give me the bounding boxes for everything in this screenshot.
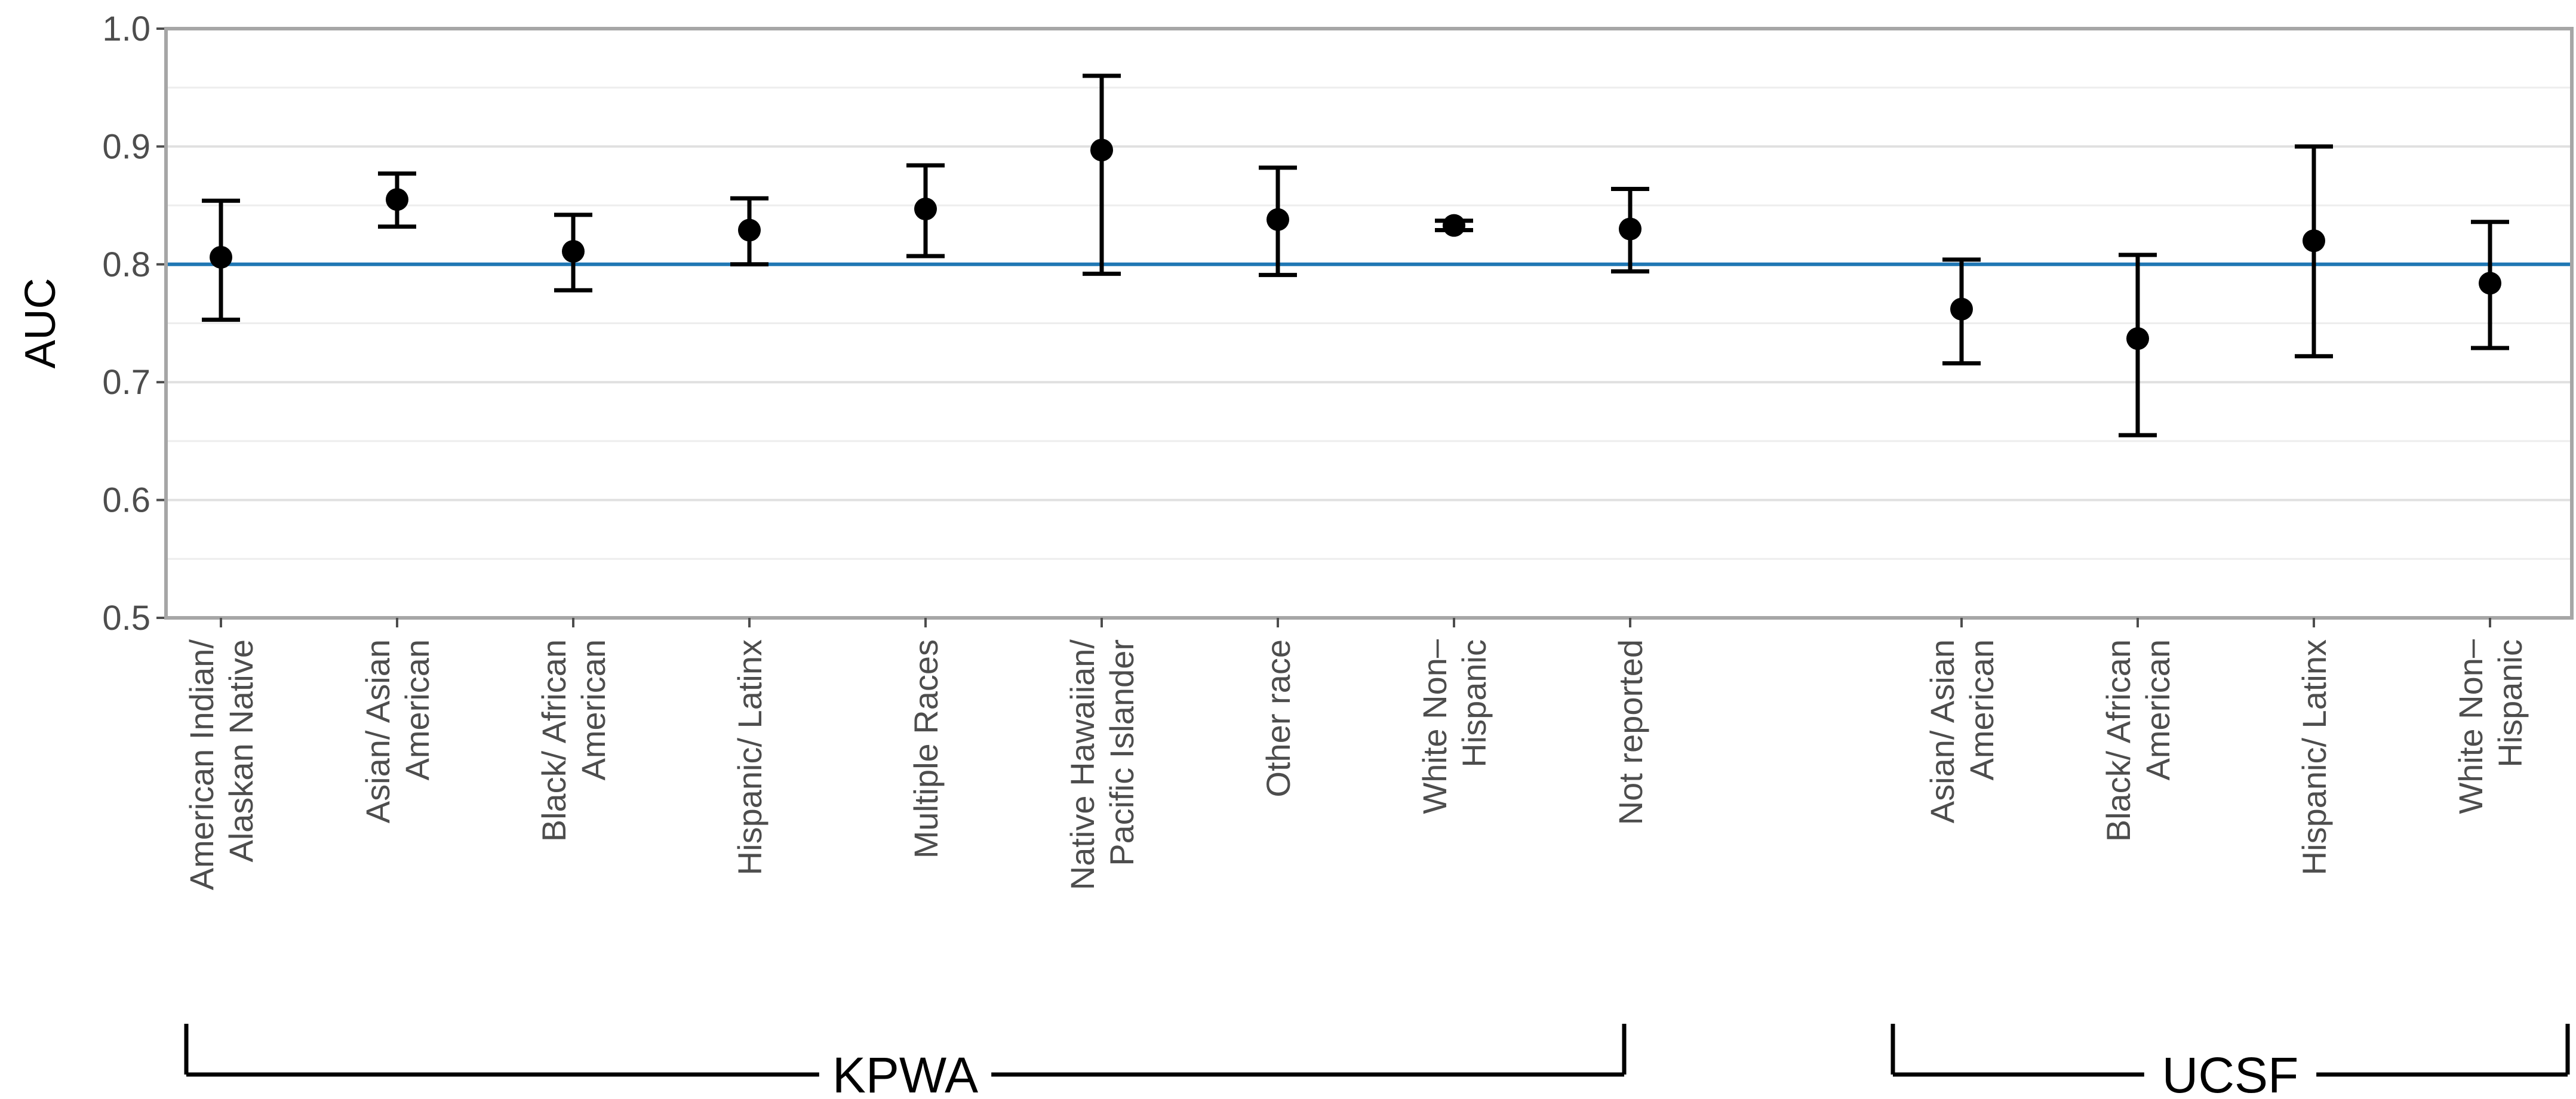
point-estimate xyxy=(562,240,585,263)
x-tick-label-line: Hispanic xyxy=(2491,639,2529,768)
x-tick-label-line: American xyxy=(2139,639,2177,781)
point-estimate xyxy=(1443,214,1465,237)
grid xyxy=(166,27,2572,619)
x-tick-label-line: Hispanic/ Latinx xyxy=(2295,639,2333,875)
x-tick-label-line: Hispanic xyxy=(1455,639,1493,768)
x-tick-label: Asian/ AsianAmerican xyxy=(359,639,436,823)
errorbar-group xyxy=(906,163,945,258)
errorbar-group xyxy=(2295,144,2333,359)
x-tick-label-line: American xyxy=(1963,639,2000,781)
errorbar-group xyxy=(202,198,240,322)
x-tick-label: Hispanic/ Latinx xyxy=(731,639,769,875)
x-tick-label-line: Other race xyxy=(1259,639,1297,798)
x-tick-label: Hispanic/ Latinx xyxy=(2295,639,2333,875)
point-estimate xyxy=(210,245,232,269)
x-tick-label-line: Asian/ Asian xyxy=(1923,639,1961,823)
y-tick-label: 0.5 xyxy=(102,599,150,638)
y-tick-label: 0.8 xyxy=(102,245,150,284)
y-tick-label: 0.9 xyxy=(102,127,150,166)
x-tick-label-line: White Non– xyxy=(2452,639,2489,814)
x-tick-label: White Non–Hispanic xyxy=(1416,639,1493,814)
x-tick-label-line: Hispanic/ Latinx xyxy=(731,639,769,875)
group-label: UCSF xyxy=(2162,1047,2299,1099)
x-tick-label-line: American xyxy=(574,639,612,781)
group-bracket: KPWA xyxy=(184,1024,1627,1099)
x-tick-label: Black/ AfricanAmerican xyxy=(2099,639,2177,842)
errorbar-group xyxy=(2119,253,2157,438)
errorbar-group xyxy=(1259,165,1297,278)
x-tick-label-line: Asian/ Asian xyxy=(359,639,396,823)
y-tick-labels: 0.5 0.6 0.7 0.8 0.9 1.0 xyxy=(102,10,166,638)
errorbar-group xyxy=(1083,73,1121,276)
x-tick-label-line: Not reported xyxy=(1612,639,1649,825)
point-estimate xyxy=(2303,229,2325,253)
group-bracket: UCSF xyxy=(1890,1024,2570,1099)
point-estimate xyxy=(914,198,937,221)
x-tick-label-line: Pacific Islander xyxy=(1103,639,1141,866)
point-estimate xyxy=(1090,138,1113,162)
errorbar-group xyxy=(1611,186,1649,274)
x-tick-label-line: Alaskan Native xyxy=(222,639,260,863)
x-tick-label: Native Hawaiian/Pacific Islander xyxy=(1063,639,1141,891)
x-tick-label: American Indian/Alaskan Native xyxy=(183,639,260,891)
plot-panel-border xyxy=(164,27,2574,620)
group-brackets: KPWA UCSF xyxy=(184,1024,2570,1099)
x-tick-label-line: Black/ African xyxy=(535,639,573,842)
x-tick-label-line: Native Hawaiian/ xyxy=(1063,639,1101,891)
y-axis-title: AUC xyxy=(17,278,64,368)
y-tick-label: 0.6 xyxy=(102,481,150,520)
point-estimate xyxy=(1267,208,1289,231)
x-tick-label-line: American Indian/ xyxy=(183,639,220,891)
x-tick-label-line: White Non– xyxy=(1416,639,1453,814)
x-tick-label-line: American xyxy=(398,639,436,781)
point-estimate xyxy=(1619,217,1641,241)
errorbar-group xyxy=(378,171,416,229)
errorbar-group xyxy=(730,196,769,267)
errorbar-group xyxy=(1435,214,1473,237)
x-tick-label-line: Black/ African xyxy=(2099,639,2137,842)
errorbar-group xyxy=(554,213,592,293)
point-estimate xyxy=(738,218,761,242)
x-tick-label: Asian/ AsianAmerican xyxy=(1923,639,2000,823)
x-tick-label: Black/ AfricanAmerican xyxy=(535,639,612,842)
x-tick-labels: American Indian/Alaskan Native Asian/ Asi… xyxy=(183,618,2529,890)
point-estimate xyxy=(2479,272,2501,295)
point-estimate xyxy=(1950,297,1973,321)
y-tick-label: 1.0 xyxy=(102,10,150,48)
point-estimate xyxy=(2126,327,2149,350)
x-tick-label-line: Multiple Races xyxy=(907,639,945,858)
errorbar-group xyxy=(2471,220,2509,350)
y-tick-label: 0.7 xyxy=(102,363,150,402)
x-tick-label: White Non–Hispanic xyxy=(2452,639,2529,814)
x-tick-label: Multiple Races xyxy=(907,639,945,858)
group-label: KPWA xyxy=(832,1047,978,1099)
x-tick-label: Other race xyxy=(1259,639,1297,798)
errorbar-group xyxy=(1942,257,1981,366)
x-tick-label: Not reported xyxy=(1612,639,1649,825)
point-estimate xyxy=(386,188,408,211)
data-marks xyxy=(202,73,2509,438)
